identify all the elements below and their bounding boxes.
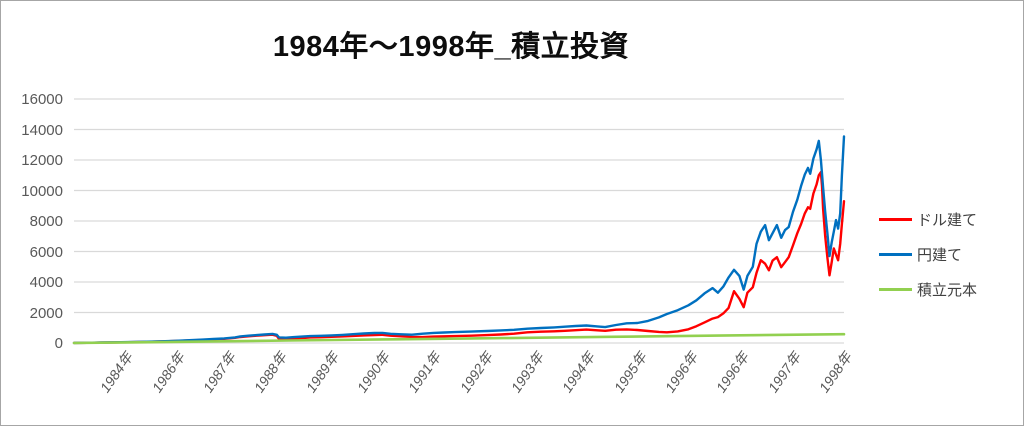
x-axis-tick-label: 1984年 [96,349,136,396]
y-axis-tick-label: 6000 [29,243,63,261]
x-axis-tick-label: 1989年 [302,349,342,396]
legend-swatch-yen [879,253,912,256]
y-axis-tick-label: 8000 [29,213,63,230]
legend-label: ドル建て [917,212,978,229]
legend-label: 積立元本 [917,282,978,299]
chart-title: 1984年～1998年_積立投資 [272,31,630,63]
x-axis-tick-label: 1993年 [507,349,547,396]
y-axis-tick-label: 12000 [21,152,63,169]
x-axis-tick-label: 1987年 [199,349,239,396]
legend-item: 積立元本 [879,272,977,307]
y-axis-tick-label: 4000 [29,274,63,291]
series-line-principal [72,332,846,345]
x-axis-tick-label: 1988年 [250,349,290,396]
legend: ドル建て円建て積立元本 [879,202,977,307]
x-axis-tick-label: 1992年 [456,349,496,396]
x-axis-tick-label: 1994年 [558,349,598,396]
x-axis-tick-label: 1996年 [661,349,701,396]
x-axis-tick-label: 1996年 [712,349,752,396]
legend-swatch-dollar [879,218,912,221]
y-axis-tick-label: 0 [54,335,63,352]
legend-label: 円建て [917,247,963,264]
y-axis-tick-label: 10000 [21,182,63,200]
x-axis-tick-label: 1991年 [404,349,444,396]
x-axis-tick-label: 1986年 [148,349,188,396]
x-axis-tick-label: 1995年 [610,349,650,396]
legend-item: 円建て [879,237,977,272]
legend-swatch-principal [879,288,912,291]
y-axis-tick-label: 16000 [21,91,63,108]
series-line-dollar [72,170,846,345]
plot-area [72,98,846,345]
y-axis-tick-label: 2000 [29,304,63,322]
legend-item: ドル建て [879,202,977,237]
x-axis-tick-label: 1997年 [764,349,804,396]
x-axis-tick-label: 1998年 [815,349,855,396]
series-line-yen [72,135,846,345]
x-axis-tick-label: 1990年 [353,349,393,396]
y-axis-tick-label: 14000 [21,121,63,139]
